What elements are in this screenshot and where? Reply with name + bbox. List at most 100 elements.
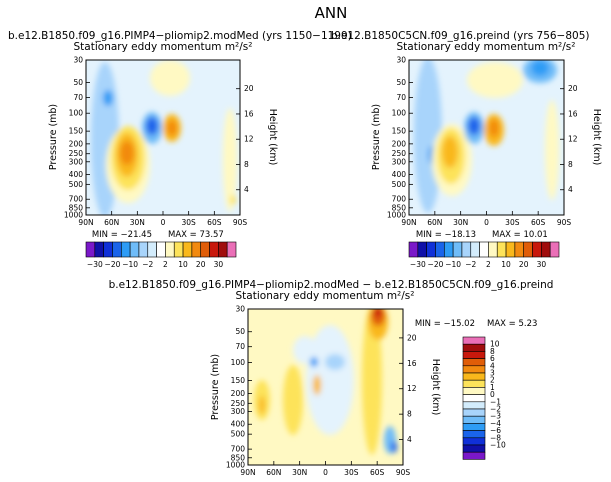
panel-1-colorbar-label: 30 — [214, 260, 224, 269]
panel-3-y-tick-label: 300 — [231, 407, 246, 416]
panel-3-y2label: Height (km) — [430, 359, 441, 416]
panel-1-colorbar-swatch — [156, 241, 166, 258]
panel-2: b.e12.B1850C5CN.f09_g16.preind (yrs 756−… — [331, 30, 602, 269]
panel-2-y2-tick-label: 20 — [568, 84, 578, 93]
panel-1-title: Stationary eddy momentum m²/s² — [74, 41, 253, 53]
panel-1-y-tick-label: 200 — [69, 139, 84, 148]
panel-1-colorbar-swatch — [165, 241, 175, 258]
panel-1-y-tick-label: 850 — [69, 203, 84, 212]
panel-2-axes: 90N 60N 30N 0 30S 60S 90S 30 50 70 100 150 200250300… — [387, 56, 578, 228]
panel-1-pos-sh — [223, 108, 237, 212]
panel-3-colorbar-swatch — [462, 358, 486, 367]
panel-2-y2-tick-label: 16 — [568, 109, 578, 118]
panel-3-colorbar-label: −10 — [490, 441, 506, 450]
panel-2-y-tick-label: 1000 — [387, 211, 406, 220]
panel-2-pos-south-core — [489, 119, 499, 137]
panel-1-y2-tick-label: 16 — [244, 109, 254, 118]
panel-1-colorbar-label: 20 — [196, 260, 206, 269]
panel-1: b.e12.B1850.f09_g16.PIMP4−pliomip2.modMe… — [8, 30, 352, 269]
panel-3-colorbar-swatch — [462, 408, 486, 417]
panel-1-colorbar-swatch — [112, 241, 122, 258]
panel-3-colorbar-label: −4 — [490, 419, 501, 428]
panel-2-subtitle: b.e12.B1850C5CN.f09_g16.preind (yrs 756−… — [331, 30, 590, 42]
panel-3-ylabel: Pressure (mb) — [210, 354, 221, 420]
panel-3-y-tick-label: 1000 — [226, 461, 245, 470]
panel-2-y2-tick-label: 4 — [568, 185, 573, 194]
panel-3-pos-nh-core — [259, 396, 265, 414]
panel-2-y-tick-label: 700 — [392, 195, 407, 204]
panel-1-max: MAX = 73.57 — [168, 230, 224, 240]
panel-1-colorbar-swatch — [200, 241, 210, 258]
panel-2-x-tick-label: 90S — [557, 218, 572, 227]
panel-2-y2-tick-label: 12 — [568, 135, 578, 144]
panel-3-colorbar-label: 8 — [490, 347, 495, 356]
panel-2-colorbar-label: 2 — [486, 260, 491, 269]
panel-2-colorbar-label: −20 — [428, 260, 444, 269]
panel-1-colorbar-label: −2 — [142, 260, 153, 269]
panel-1-colorbar: −30 −20 −10 −2 2 10 20 30 — [85, 241, 237, 269]
panel-3-colorbar-swatch — [462, 343, 486, 352]
panel-1-colorbar-label: −20 — [105, 260, 121, 269]
panel-1-y-tick-label: 100 — [69, 109, 84, 118]
panel-2-colorbar-swatch — [523, 241, 533, 258]
panel-1-x-tick-label: 60S — [207, 218, 222, 227]
panel-3-y2-tick-label: 12 — [407, 384, 417, 393]
panel-3-y-tick-label: 250 — [231, 399, 246, 408]
panel-1-colorbar-swatch — [226, 241, 237, 258]
panel-3-colorbar-swatch — [462, 394, 486, 403]
panel-3-neg-sfc-core — [391, 441, 397, 453]
panel-1-colorbar-swatch — [103, 241, 113, 258]
panel-1-pos-south-core — [167, 120, 177, 136]
panel-1-y-tick-label: 300 — [69, 157, 84, 166]
panel-1-y-tick-label: 50 — [73, 78, 83, 87]
panel-2-colorbar-swatch — [452, 241, 463, 258]
panel-1-y-tick-label: 1000 — [64, 211, 83, 220]
panel-3-y-tick-label: 50 — [235, 327, 245, 336]
panel-3-colorbar-swatch — [462, 401, 486, 410]
panel-2-y2label: Height (km) — [591, 109, 602, 166]
panel-1-y-tick-label: 500 — [69, 180, 84, 189]
panel-3-colorbar-swatch — [462, 437, 486, 446]
panel-1-colorbar-swatch — [173, 241, 184, 258]
panel-2-x-tick-label: 0 — [484, 218, 489, 227]
panel-1-x-tick-label: 60N — [104, 218, 119, 227]
panel-1-colorbar-swatch — [218, 241, 228, 258]
panel-2-colorbar-swatch — [435, 241, 445, 258]
panel-1-min: MIN = −21.45 — [92, 230, 152, 240]
panel-2-colorbar-label: 30 — [537, 260, 547, 269]
panel-3-colorbar-swatch — [462, 351, 486, 359]
panel-3-axes: 90N 60N 30N 0 30S 60S 90S 30 50 70 100 150 200250300… — [226, 305, 417, 478]
panel-1-colorbar-swatch — [129, 241, 140, 258]
panel-2-y2-tick-label: 8 — [568, 160, 573, 169]
panel-1-y-tick-label: 700 — [69, 195, 84, 204]
panel-2-max: MAX = 10.01 — [492, 230, 548, 240]
panel-1-pos-core — [120, 141, 134, 165]
panel-2-pos-inner — [442, 136, 458, 168]
panel-2-colorbar-label: 20 — [519, 260, 529, 269]
panel-1-axes: 90N 60N 30N 0 30S 60S 90S 30 50 70 100 150 200250300… — [64, 56, 254, 228]
panel-2-colorbar-swatch — [479, 241, 489, 258]
panel-2-x-tick-label: 30N — [453, 218, 468, 227]
panel-2-colorbar-label: −10 — [445, 260, 461, 269]
panel-2-y-tick-label: 100 — [392, 109, 407, 118]
panel-1-y2-tick-label: 8 — [244, 160, 249, 169]
panel-3-colorbar-swatch — [462, 451, 486, 460]
panel-3-colorbar-swatch — [462, 430, 486, 439]
panel-2-colorbar-swatch — [426, 241, 436, 258]
panel-1-neg-core-nh — [103, 90, 113, 106]
panel-3-colorbar-label: −6 — [490, 426, 501, 435]
panel-3-y-tick-label: 100 — [231, 358, 246, 367]
panel-1-x-tick-label: 30S — [182, 218, 197, 227]
panel-3-x-tick-label: 60N — [266, 468, 281, 477]
panel-3-colorbar-label: 4 — [490, 361, 495, 370]
panel-3-colorbar-swatch — [462, 444, 486, 453]
panel-3-y-tick-label: 700 — [231, 445, 246, 454]
panel-3-colorbar-label: 2 — [490, 376, 495, 385]
panel-1-y-tick-label: 150 — [69, 127, 84, 136]
panel-2-colorbar-swatch — [496, 241, 507, 258]
panel-3-x-tick-label: 30S — [344, 468, 359, 477]
panel-3-colorbar-swatch — [462, 336, 486, 345]
panel-3-y-tick-label: 30 — [235, 305, 245, 314]
